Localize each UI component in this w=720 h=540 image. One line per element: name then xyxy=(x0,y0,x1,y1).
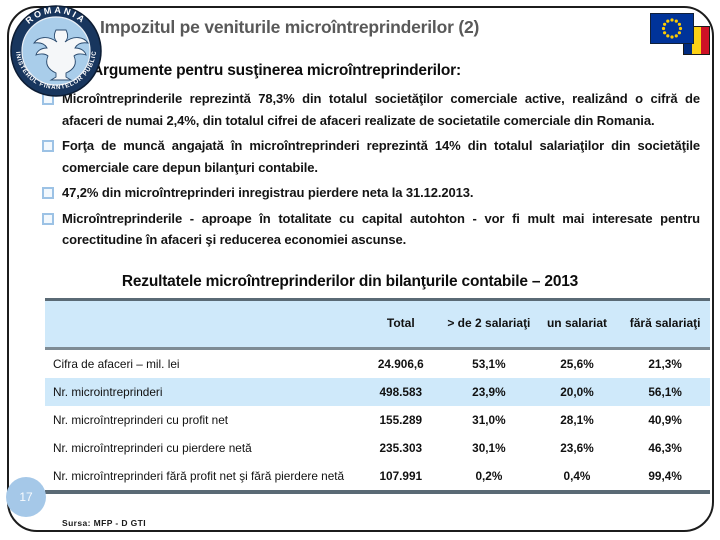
results-table: Total > de 2 salariaţi un salariat fără … xyxy=(45,298,710,494)
bullet-text: Forţa de muncă angajată în microîntrepri… xyxy=(62,138,700,175)
table-row: Nr. microîntreprinderi cu profit net 155… xyxy=(45,406,710,434)
column-header-one-employee: un salariat xyxy=(533,299,621,350)
cell-none: 46,3% xyxy=(648,441,682,455)
mfp-ministry-seal-icon: ROMANIA MINISTERUL FINANTELOR PUBLICE xyxy=(9,4,102,97)
cell-none: 56,1% xyxy=(648,385,682,399)
row-label: Nr. microîntreprinderi cu pierdere netă xyxy=(53,441,252,455)
cell-one: 20,0% xyxy=(560,385,594,399)
cell-one: 28,1% xyxy=(560,413,594,427)
bullet-square-icon xyxy=(42,140,54,152)
cell-gt2: 30,1% xyxy=(472,441,506,455)
row-label: Nr. microintreprinderi xyxy=(53,385,163,399)
page-number: 17 xyxy=(19,490,33,504)
row-label: Cifra de afaceri – mil. lei xyxy=(53,357,180,371)
table-row: Nr. microintreprinderi 498.583 23,9% 20,… xyxy=(45,378,710,406)
eu-flag-icon xyxy=(650,13,694,44)
cell-gt2: 0,2% xyxy=(475,469,503,483)
section-heading: Argumente pentru susţinerea microîntrepr… xyxy=(92,62,461,79)
cell-gt2: 23,9% xyxy=(472,385,506,399)
bullet-text: 47,2% din microîntreprinderi inregistrau… xyxy=(62,185,474,200)
cell-total: 24.906,6 xyxy=(377,357,424,371)
cell-gt2: 31,0% xyxy=(472,413,506,427)
column-header-total: Total xyxy=(357,299,444,350)
bullet-item: Microîntreprinderile - aproape în totali… xyxy=(40,208,700,251)
page-number-badge: 17 xyxy=(6,477,46,517)
cell-none: 99,4% xyxy=(648,469,682,483)
cell-none: 21,3% xyxy=(648,357,682,371)
bullet-text: Microîntreprinderile - aproape în totali… xyxy=(62,210,700,248)
column-header-empty xyxy=(45,299,358,350)
column-header-no-employees: fără salariaţi xyxy=(620,299,710,350)
cell-one: 25,6% xyxy=(560,357,594,371)
table-row: Nr. microîntreprinderi cu pierdere netă … xyxy=(45,434,710,462)
cell-total: 498.583 xyxy=(379,385,423,399)
bullet-item: Forţa de muncă angajată în microîntrepri… xyxy=(40,135,700,178)
table-title: Rezultatele microîntreprinderilor din bi… xyxy=(121,273,579,290)
column-header-gt2-employees: > de 2 salariaţi xyxy=(444,299,534,350)
bullet-item: Microîntreprinderile reprezintă 78,3% di… xyxy=(40,88,700,131)
cell-total: 155.289 xyxy=(379,413,423,427)
flags-group xyxy=(650,13,714,59)
table-header-row: Total > de 2 salariaţi un salariat fără … xyxy=(45,299,710,350)
row-label: Nr. microîntreprinderi cu profit net xyxy=(53,413,229,427)
bullet-list: Microîntreprinderile reprezintă 78,3% di… xyxy=(40,88,700,255)
source-note: Sursa: MFP - D GTI xyxy=(62,518,147,528)
cell-none: 40,9% xyxy=(648,413,682,427)
eagle-emblem-icon xyxy=(33,29,89,81)
cell-gt2: 53,1% xyxy=(472,357,506,371)
cell-one: 0,4% xyxy=(563,469,591,483)
slide-title: Impozitul pe veniturile microîntreprinde… xyxy=(100,17,480,37)
bullet-square-icon xyxy=(42,187,54,199)
cell-one: 23,6% xyxy=(560,441,594,455)
bullet-item: 47,2% din microîntreprinderi inregistrau… xyxy=(40,182,700,204)
bullet-square-icon xyxy=(42,212,54,225)
cell-total: 235.303 xyxy=(379,441,423,455)
table-row: Cifra de afaceri – mil. lei 24.906,6 53,… xyxy=(45,349,710,379)
cell-total: 107.991 xyxy=(379,469,423,483)
bullet-text: Microîntreprinderile reprezintă 78,3% di… xyxy=(62,91,700,128)
row-label: Nr. microîntreprinderi fără profit net ş… xyxy=(53,469,345,483)
table-row: Nr. microîntreprinderi fără profit net ş… xyxy=(45,462,710,492)
